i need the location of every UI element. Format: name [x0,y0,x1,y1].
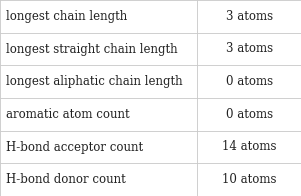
Text: 0 atoms: 0 atoms [226,75,273,88]
Text: 3 atoms: 3 atoms [226,43,273,55]
Text: H-bond acceptor count: H-bond acceptor count [6,141,143,153]
Text: longest straight chain length: longest straight chain length [6,43,178,55]
Text: longest aliphatic chain length: longest aliphatic chain length [6,75,183,88]
Text: 14 atoms: 14 atoms [222,141,277,153]
Text: aromatic atom count: aromatic atom count [6,108,130,121]
Text: 3 atoms: 3 atoms [226,10,273,23]
Text: 10 atoms: 10 atoms [222,173,277,186]
Text: H-bond donor count: H-bond donor count [6,173,126,186]
Text: 0 atoms: 0 atoms [226,108,273,121]
Text: longest chain length: longest chain length [6,10,127,23]
